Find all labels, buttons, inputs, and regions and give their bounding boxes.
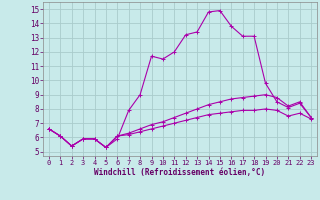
X-axis label: Windchill (Refroidissement éolien,°C): Windchill (Refroidissement éolien,°C): [94, 168, 266, 177]
